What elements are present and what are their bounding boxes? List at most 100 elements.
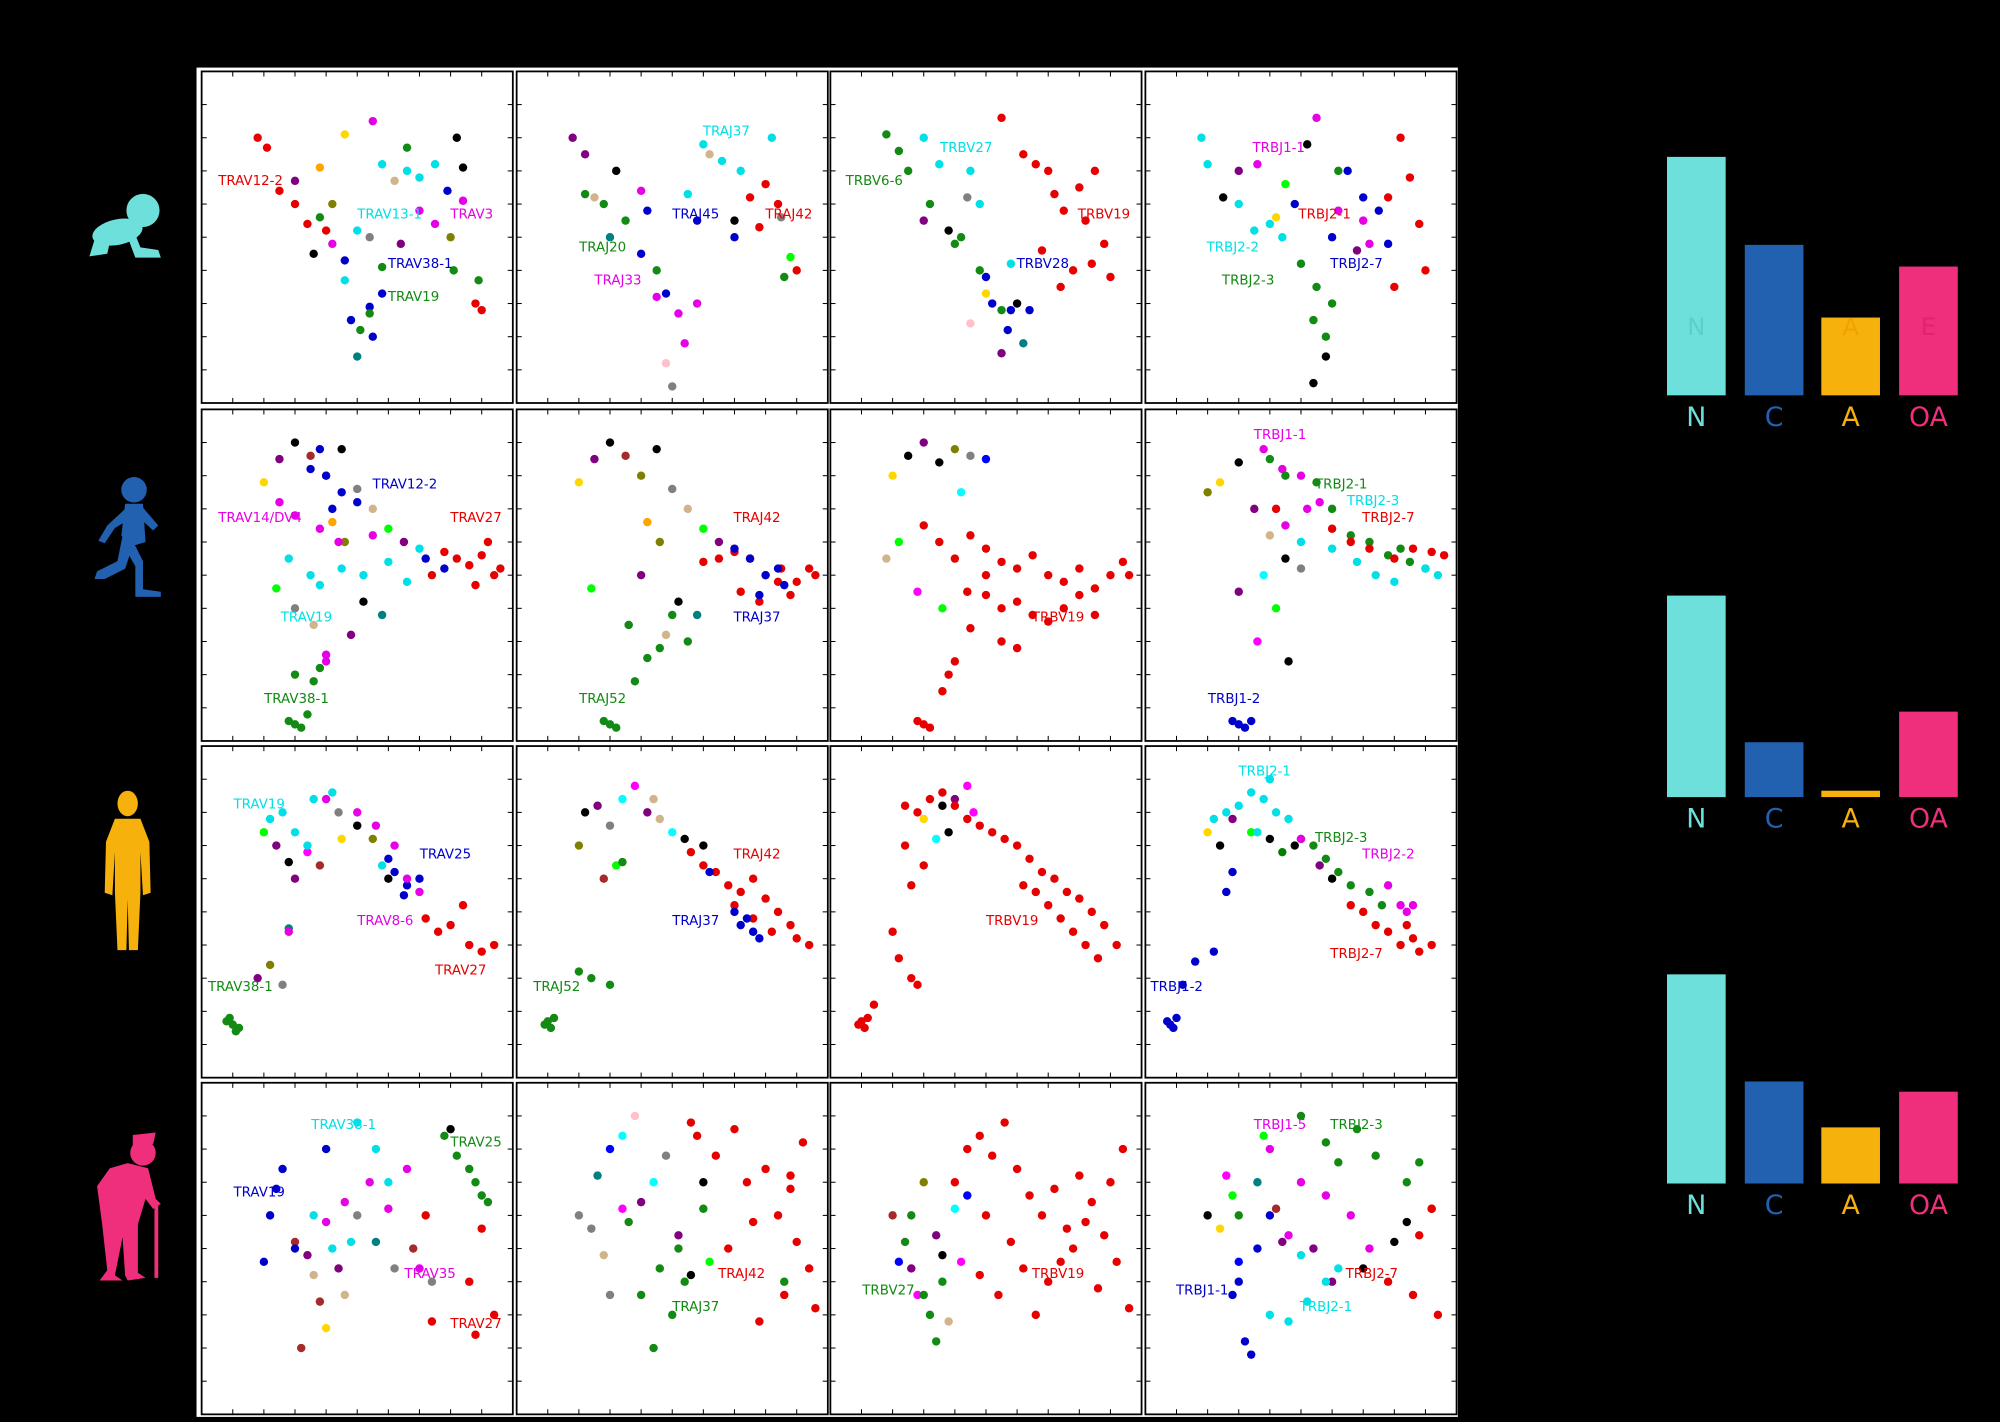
data-point — [742, 914, 752, 923]
data-point — [1402, 1217, 1411, 1227]
data-point — [306, 464, 315, 474]
data-point — [605, 1144, 615, 1154]
data-point — [1240, 723, 1250, 732]
data-point — [1012, 299, 1022, 308]
data-point — [1439, 551, 1449, 560]
data-point — [1081, 940, 1090, 950]
data-point — [1290, 199, 1299, 209]
data-point — [994, 1290, 1003, 1300]
data-point — [1031, 160, 1040, 169]
data-point — [359, 597, 368, 606]
data-point — [1222, 808, 1231, 817]
cluster-label: TRBJ2-7 — [1361, 511, 1414, 526]
data-point — [798, 1138, 808, 1147]
scatter-panel: TRAJ37 TRAJ45 TRAJ42 TRAJ20 TRAJ33 — [515, 70, 829, 404]
data-point — [913, 980, 922, 990]
data-point — [919, 521, 928, 530]
data-point — [483, 537, 493, 547]
data-point — [402, 874, 412, 883]
data-point — [580, 189, 590, 199]
data-point — [661, 1151, 671, 1160]
data-point — [415, 874, 424, 883]
data-point — [377, 861, 387, 870]
data-point — [674, 1244, 683, 1253]
data-point — [1408, 934, 1418, 943]
data-point — [574, 1211, 584, 1220]
data-point — [1359, 1264, 1368, 1273]
data-point — [1075, 1171, 1084, 1180]
cluster-label: TRAV12-2 — [217, 174, 283, 189]
data-point — [334, 1264, 343, 1273]
data-point — [668, 484, 677, 494]
bar-inner-label: A — [1842, 313, 1859, 341]
data-point — [950, 239, 960, 249]
data-point — [1365, 544, 1374, 553]
data-point — [730, 901, 739, 910]
cluster-label: TRAV38-1 — [387, 257, 453, 272]
bar-category-label: C — [1765, 1190, 1784, 1221]
bar-category-label: N — [1686, 402, 1706, 433]
data-point — [1056, 1257, 1065, 1267]
data-point — [1025, 854, 1034, 864]
data-point — [1075, 564, 1084, 573]
data-point — [340, 276, 349, 285]
data-point — [1259, 570, 1268, 580]
data-point — [1327, 299, 1337, 308]
data-point — [882, 554, 891, 563]
data-point — [900, 1237, 910, 1247]
data-point — [903, 166, 913, 176]
cluster-label: TRAV19 — [280, 610, 332, 625]
data-point — [321, 471, 331, 480]
data-point — [474, 276, 483, 285]
data-point — [1234, 458, 1243, 467]
data-point — [306, 570, 315, 580]
data-point — [427, 1317, 437, 1326]
data-point — [340, 256, 349, 265]
data-point — [390, 1264, 399, 1273]
data-point — [278, 808, 287, 817]
data-point — [811, 570, 820, 580]
data-point — [997, 113, 1006, 123]
data-point — [587, 1224, 596, 1233]
data-point — [956, 1257, 966, 1267]
data-point — [1334, 867, 1343, 877]
data-point — [894, 1257, 904, 1267]
data-point — [956, 233, 966, 242]
bar — [1821, 1127, 1880, 1184]
data-point — [1383, 239, 1393, 249]
data-point — [1284, 657, 1293, 666]
bar — [1899, 711, 1958, 798]
data-point — [399, 537, 409, 547]
data-point — [1050, 1184, 1059, 1194]
data-point — [321, 794, 331, 804]
data-point — [736, 920, 745, 930]
data-point — [1012, 564, 1022, 573]
data-point — [1253, 1178, 1262, 1187]
data-point — [306, 451, 315, 461]
data-point — [415, 173, 424, 182]
data-point — [340, 130, 349, 139]
data-point — [963, 193, 972, 202]
data-point — [668, 382, 677, 391]
data-point — [1124, 570, 1134, 580]
data-point — [661, 630, 671, 640]
data-point — [975, 1131, 984, 1141]
cluster-label: TRBV19 — [1031, 610, 1084, 625]
bar — [1744, 742, 1804, 798]
data-point — [1019, 881, 1028, 890]
cluster-label: TRAJ42 — [732, 847, 780, 862]
data-point — [1106, 570, 1115, 580]
data-point — [1284, 1231, 1293, 1240]
cluster-label: TRBV6-6 — [845, 174, 903, 189]
data-point — [1321, 352, 1331, 361]
data-point — [1093, 954, 1103, 963]
data-point — [950, 1178, 960, 1187]
data-point — [860, 1023, 869, 1033]
data-point — [935, 458, 944, 467]
data-point — [668, 610, 677, 620]
bar — [1667, 595, 1726, 798]
cluster-label: TRAV27 — [434, 964, 486, 979]
data-point — [574, 967, 584, 976]
data-point — [894, 954, 904, 963]
data-point — [1075, 894, 1084, 903]
